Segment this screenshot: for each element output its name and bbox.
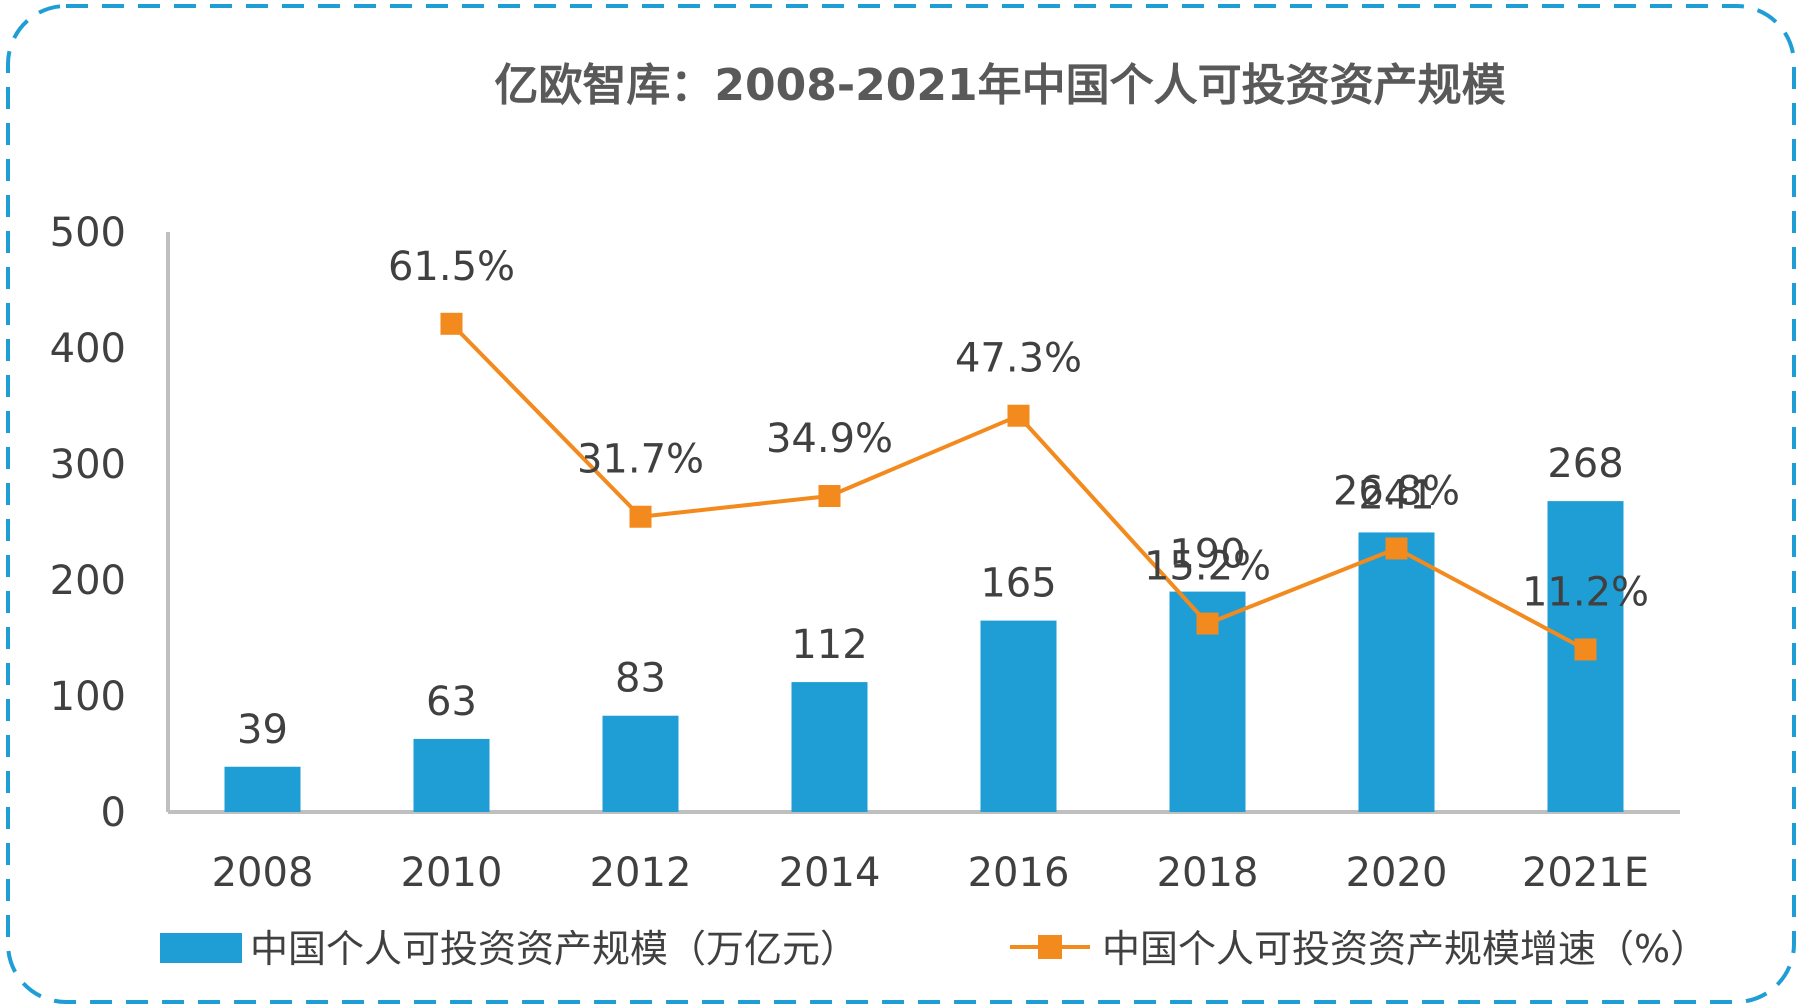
bar-series — [224, 501, 1624, 812]
bar — [602, 715, 679, 812]
dashed-frame — [6, 4, 1796, 1004]
y-tick-label: 400 — [50, 326, 126, 372]
growth-rate-markers — [440, 312, 1597, 661]
growth-rate-marker — [1196, 612, 1219, 635]
bar — [413, 738, 490, 812]
x-tick-label: 2012 — [590, 850, 692, 896]
growth-rate-marker — [440, 312, 463, 335]
growth-rate-marker — [1574, 638, 1597, 661]
x-tick-label: 2018 — [1157, 850, 1259, 896]
x-axis-ticks: 2008 2010 2012 2014 2016 2018 2020 2021E — [212, 850, 1649, 896]
legend-line-marker — [1038, 935, 1062, 959]
bar-value-label: 63 — [426, 679, 477, 725]
bar-value-label: 112 — [791, 622, 867, 668]
y-tick-label: 300 — [50, 442, 126, 488]
bar — [224, 766, 301, 812]
legend-bar-label: 中国个人可投资资产规模（万亿元） — [250, 927, 858, 971]
x-tick-label: 2020 — [1346, 850, 1448, 896]
bar-value-label: 241 — [1358, 472, 1434, 518]
growth-rate-label: 11.2% — [1522, 569, 1649, 615]
bar — [791, 682, 868, 812]
legend: 中国个人可投资资产规模（万亿元） 中国个人可投资资产规模增速（%） — [160, 927, 1708, 971]
legend-bar-swatch — [160, 933, 242, 963]
y-axis-ticks: 0 100 200 300 400 500 — [50, 210, 126, 836]
growth-rate-label: 26.8% — [1333, 468, 1460, 514]
y-tick-label: 500 — [50, 210, 126, 256]
growth-rate-label: 61.5% — [388, 244, 515, 290]
x-tick-label: 2016 — [968, 850, 1070, 896]
bar-value-label: 83 — [615, 656, 666, 702]
x-tick-label: 2014 — [779, 850, 881, 896]
y-tick-label: 0 — [101, 790, 126, 836]
growth-rate-label: 47.3% — [955, 336, 1082, 382]
bar-value-label: 268 — [1547, 441, 1623, 487]
growth-rate-label: 15.2% — [1144, 544, 1271, 590]
bar-value-label: 39 — [237, 707, 288, 753]
x-tick-label: 2021E — [1522, 850, 1649, 896]
bar-value-label: 165 — [980, 561, 1056, 607]
growth-rate-labels: 61.5% 31.7% 34.9% 47.3% 15.2% 26.8% 11.2% — [388, 244, 1649, 616]
y-tick-label: 100 — [50, 674, 126, 720]
bar — [1358, 532, 1435, 812]
x-tick-label: 2010 — [401, 850, 503, 896]
bar — [980, 620, 1057, 812]
bar-value-labels: 39 63 83 112 165 190 241 268 — [237, 441, 1624, 753]
growth-rate-label: 34.9% — [766, 416, 893, 462]
x-tick-label: 2008 — [212, 850, 314, 896]
growth-rate-marker — [1007, 404, 1030, 427]
legend-line-label: 中国个人可投资资产规模增速（%） — [1102, 927, 1708, 971]
growth-rate-label: 31.7% — [577, 437, 704, 483]
y-tick-label: 200 — [50, 558, 126, 604]
chart-title: 亿欧智库：2008-2021年中国个人可投资资产规模 — [494, 60, 1505, 111]
growth-rate-marker — [1385, 537, 1408, 560]
growth-rate-marker — [629, 505, 652, 528]
bar-value-label: 190 — [1169, 532, 1245, 578]
growth-rate-marker — [818, 485, 841, 508]
